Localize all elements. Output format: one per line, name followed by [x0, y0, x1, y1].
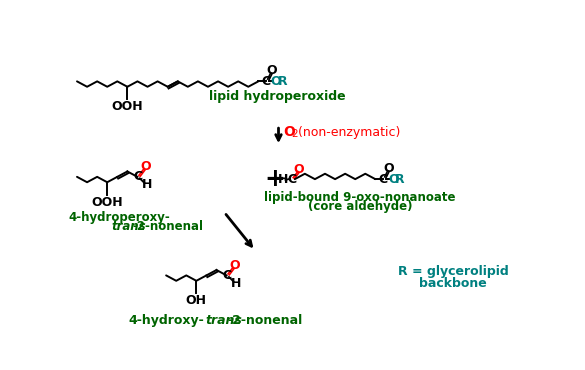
Text: O: O — [293, 163, 304, 176]
Text: trans: trans — [206, 313, 243, 327]
Text: R = glycerolipid: R = glycerolipid — [397, 265, 508, 278]
Text: OOH: OOH — [112, 100, 143, 112]
Text: H: H — [278, 174, 288, 186]
Text: 4-hydroperoxy-: 4-hydroperoxy- — [69, 211, 170, 224]
Text: H: H — [142, 178, 152, 191]
Text: 2: 2 — [291, 130, 298, 139]
Text: -2-nonenal: -2-nonenal — [228, 313, 302, 327]
Text: O: O — [383, 162, 394, 175]
Text: OH: OH — [186, 293, 207, 306]
Text: (core aldehyde): (core aldehyde) — [308, 201, 412, 213]
Text: trans: trans — [112, 221, 146, 233]
Text: R: R — [395, 173, 404, 186]
Text: 4-hydroxy-: 4-hydroxy- — [128, 313, 204, 327]
Text: C: C — [287, 174, 296, 186]
Text: (non-enzymatic): (non-enzymatic) — [294, 126, 400, 139]
Text: O: O — [388, 173, 398, 186]
Text: C: C — [222, 269, 231, 282]
Text: C: C — [378, 173, 388, 186]
Text: C: C — [261, 75, 271, 88]
Text: O: O — [229, 259, 240, 272]
Text: O: O — [140, 160, 150, 173]
Text: C: C — [133, 170, 142, 184]
Text: H: H — [230, 277, 241, 290]
Text: lipid-bound 9-oxo-nonanoate: lipid-bound 9-oxo-nonanoate — [264, 191, 456, 204]
Text: O: O — [283, 125, 295, 139]
Text: lipid hydroperoxide: lipid hydroperoxide — [209, 90, 345, 103]
Text: O: O — [266, 64, 277, 77]
Text: backbone: backbone — [419, 277, 487, 290]
Text: R: R — [277, 75, 287, 88]
Text: O: O — [271, 75, 281, 88]
Text: -2-nonenal: -2-nonenal — [133, 221, 204, 233]
Text: OOH: OOH — [91, 196, 123, 209]
Text: +: + — [264, 167, 285, 191]
